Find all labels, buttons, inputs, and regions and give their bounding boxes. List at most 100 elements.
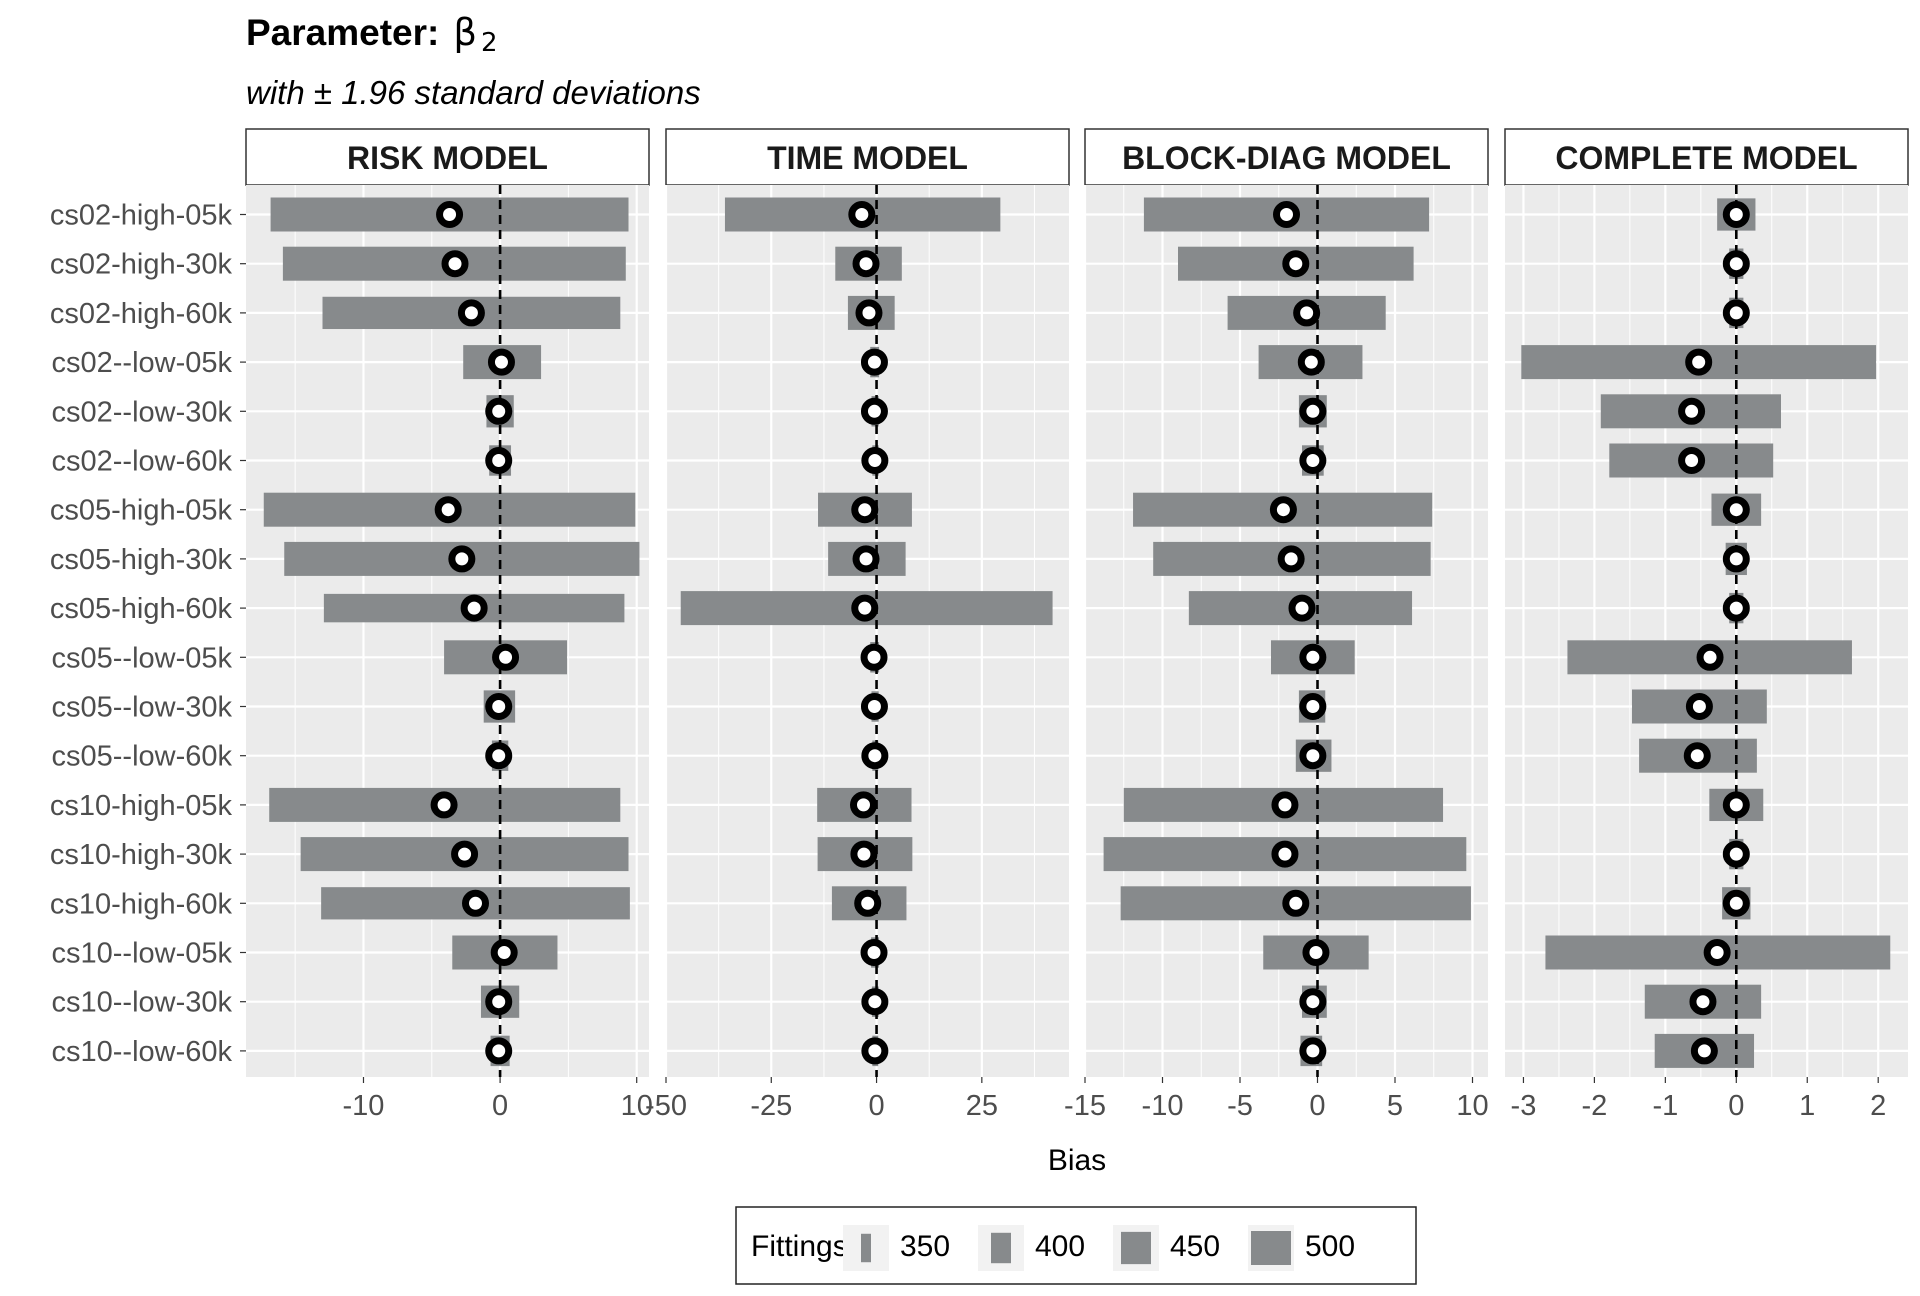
facet-panel: RISK MODEL -10 0 10: [245, 128, 653, 1122]
facet-panel: BLOCK-DIAG MODEL -15 -10 -5 0 5 10: [1064, 128, 1489, 1122]
bias-point: [849, 791, 877, 819]
bias-point: [1678, 447, 1706, 474]
x-tick-label: -10: [1142, 1090, 1184, 1122]
facet-strip: [1504, 128, 1909, 186]
row-label: cs10-high-60k: [50, 888, 233, 920]
bias-point: [485, 397, 513, 425]
bias-point: [861, 1037, 889, 1065]
x-tick-label: -50: [645, 1090, 687, 1122]
legend: Fittings 350 400 450 500: [735, 1206, 1417, 1285]
chart-title: Parameter: β 2: [246, 11, 498, 58]
bias-point: [1722, 250, 1750, 278]
legend-entry-label: 500: [1305, 1230, 1355, 1263]
legend-entry-label: 450: [1170, 1230, 1220, 1263]
bias-point: [430, 791, 458, 819]
bias-point: [851, 594, 879, 622]
bias-point: [1282, 889, 1310, 917]
bias-point: [1299, 447, 1327, 474]
x-tick-label: 5: [1387, 1090, 1403, 1122]
row-label: cs05-high-05k: [50, 495, 233, 527]
legend-key-swatch: [1121, 1231, 1151, 1265]
bias-point: [485, 1037, 513, 1065]
bias-point: [861, 988, 889, 1016]
bias-point: [485, 447, 513, 474]
x-tick-label: -10: [343, 1090, 385, 1122]
bias-point: [1722, 840, 1750, 868]
bias-point: [1703, 939, 1731, 966]
x-tick-label: 0: [492, 1090, 508, 1122]
legend-entry-label: 400: [1035, 1230, 1085, 1263]
row-label: cs05-high-60k: [50, 593, 233, 625]
row-label: cs02-high-05k: [50, 200, 233, 232]
bias-point: [852, 250, 880, 278]
bias-point: [852, 545, 880, 573]
facet-strip: [665, 128, 1070, 186]
row-label: cs10-high-05k: [50, 790, 233, 822]
bias-point: [1696, 643, 1724, 671]
x-tick-label: 0: [868, 1090, 884, 1122]
bias-point: [854, 889, 882, 917]
bias-point: [860, 643, 888, 671]
x-tick-label: -25: [750, 1090, 792, 1122]
facet-strip-label: COMPLETE MODEL: [1555, 140, 1857, 176]
bias-point: [860, 693, 888, 720]
bias-point: [492, 643, 520, 671]
legend-entry-label: 350: [900, 1230, 950, 1263]
bias-point: [1685, 693, 1713, 720]
bias-point: [1722, 889, 1750, 917]
bias-point: [1689, 988, 1717, 1016]
bias-point: [1690, 1037, 1718, 1065]
row-label: cs05--low-30k: [52, 692, 233, 724]
bias-point: [1299, 1037, 1327, 1065]
x-tick-label: -15: [1064, 1090, 1106, 1122]
bias-point: [1299, 742, 1327, 770]
bias-point: [1282, 250, 1310, 278]
bias-point: [485, 693, 513, 720]
bias-point: [1277, 545, 1305, 573]
bias-point: [448, 545, 476, 573]
bias-point: [434, 496, 462, 524]
row-label: cs05--low-60k: [52, 741, 233, 773]
row-label: cs02--low-30k: [52, 396, 233, 428]
bias-point: [1299, 643, 1327, 671]
row-label: cs10-high-30k: [50, 839, 233, 871]
row-label: cs02-high-30k: [50, 249, 233, 281]
bias-point: [1302, 939, 1330, 966]
x-tick-label: 2: [1870, 1090, 1886, 1122]
bias-point: [487, 348, 515, 376]
bias-point: [457, 299, 485, 327]
bias-point: [1293, 299, 1321, 327]
bias-point: [1722, 496, 1750, 524]
x-axis-title: Bias: [1048, 1144, 1106, 1177]
bias-point: [1288, 594, 1316, 622]
bias-point: [1685, 348, 1713, 376]
row-label: cs10--low-60k: [52, 1036, 233, 1068]
x-tick-label: -1: [1652, 1090, 1678, 1122]
bias-point: [1299, 988, 1327, 1016]
bias-point: [848, 201, 876, 228]
bias-point: [855, 299, 883, 327]
bias-point: [1299, 693, 1327, 720]
bias-point: [451, 840, 479, 868]
x-tick-label: -3: [1511, 1090, 1537, 1122]
row-labels: cs02-high-05k cs02-high-30k cs02-high-60k c…: [50, 200, 246, 1068]
bias-point: [1683, 742, 1711, 770]
row-label: cs05--low-05k: [52, 642, 233, 674]
facet-strip-label: RISK MODEL: [347, 140, 548, 176]
panel-background: [1085, 185, 1488, 1077]
row-label: cs02--low-05k: [52, 347, 233, 379]
x-tick-label: 0: [1309, 1090, 1325, 1122]
x-tick-label: -5: [1227, 1090, 1253, 1122]
bias-point: [485, 742, 513, 770]
bias-point: [1722, 545, 1750, 573]
bias-point: [460, 594, 488, 622]
legend-title: Fittings: [751, 1230, 848, 1263]
row-label: cs10--low-05k: [52, 938, 233, 970]
bias-point: [462, 889, 490, 917]
bias-point: [860, 939, 888, 966]
legend-key-swatch: [1251, 1231, 1291, 1265]
row-label: cs05-high-30k: [50, 544, 233, 576]
bias-point: [485, 988, 513, 1016]
bias-point: [1722, 299, 1750, 327]
